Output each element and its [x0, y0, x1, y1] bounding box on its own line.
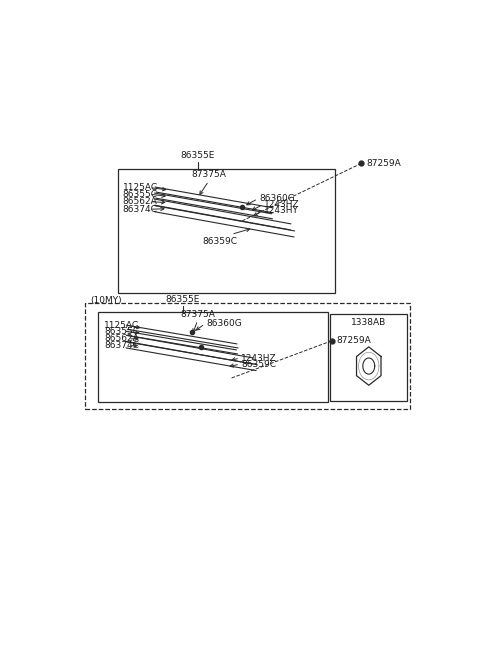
- Text: 86360G: 86360G: [206, 319, 242, 328]
- Text: 87375A: 87375A: [192, 170, 226, 179]
- Text: 87375A: 87375A: [180, 310, 215, 319]
- Bar: [98, 312, 328, 402]
- Text: 1338AB: 1338AB: [351, 318, 386, 327]
- Text: 86355C: 86355C: [104, 328, 139, 336]
- Text: 86359C: 86359C: [203, 237, 238, 246]
- Text: 86374C: 86374C: [104, 341, 139, 350]
- Text: 1125AC: 1125AC: [122, 183, 157, 192]
- Text: 86562A: 86562A: [122, 197, 157, 206]
- Text: 86355C: 86355C: [122, 189, 157, 198]
- Text: (10MY): (10MY): [90, 296, 121, 305]
- Text: 86360G: 86360G: [259, 194, 295, 203]
- Text: 1243HZ: 1243HZ: [241, 354, 277, 362]
- Text: 1243HY: 1243HY: [264, 206, 299, 215]
- Text: 87259A: 87259A: [336, 337, 371, 345]
- Bar: [118, 170, 335, 293]
- Bar: [85, 303, 409, 409]
- Text: 87259A: 87259A: [366, 159, 401, 168]
- Text: 86374C: 86374C: [122, 205, 157, 214]
- Text: 86355E: 86355E: [180, 151, 215, 160]
- Text: 1125AC: 1125AC: [104, 321, 139, 330]
- Text: 86359C: 86359C: [241, 360, 276, 369]
- Text: 1243HZ: 1243HZ: [264, 200, 300, 209]
- Bar: [330, 314, 408, 402]
- Text: 86355E: 86355E: [166, 295, 200, 304]
- Text: 86562A: 86562A: [104, 334, 139, 343]
